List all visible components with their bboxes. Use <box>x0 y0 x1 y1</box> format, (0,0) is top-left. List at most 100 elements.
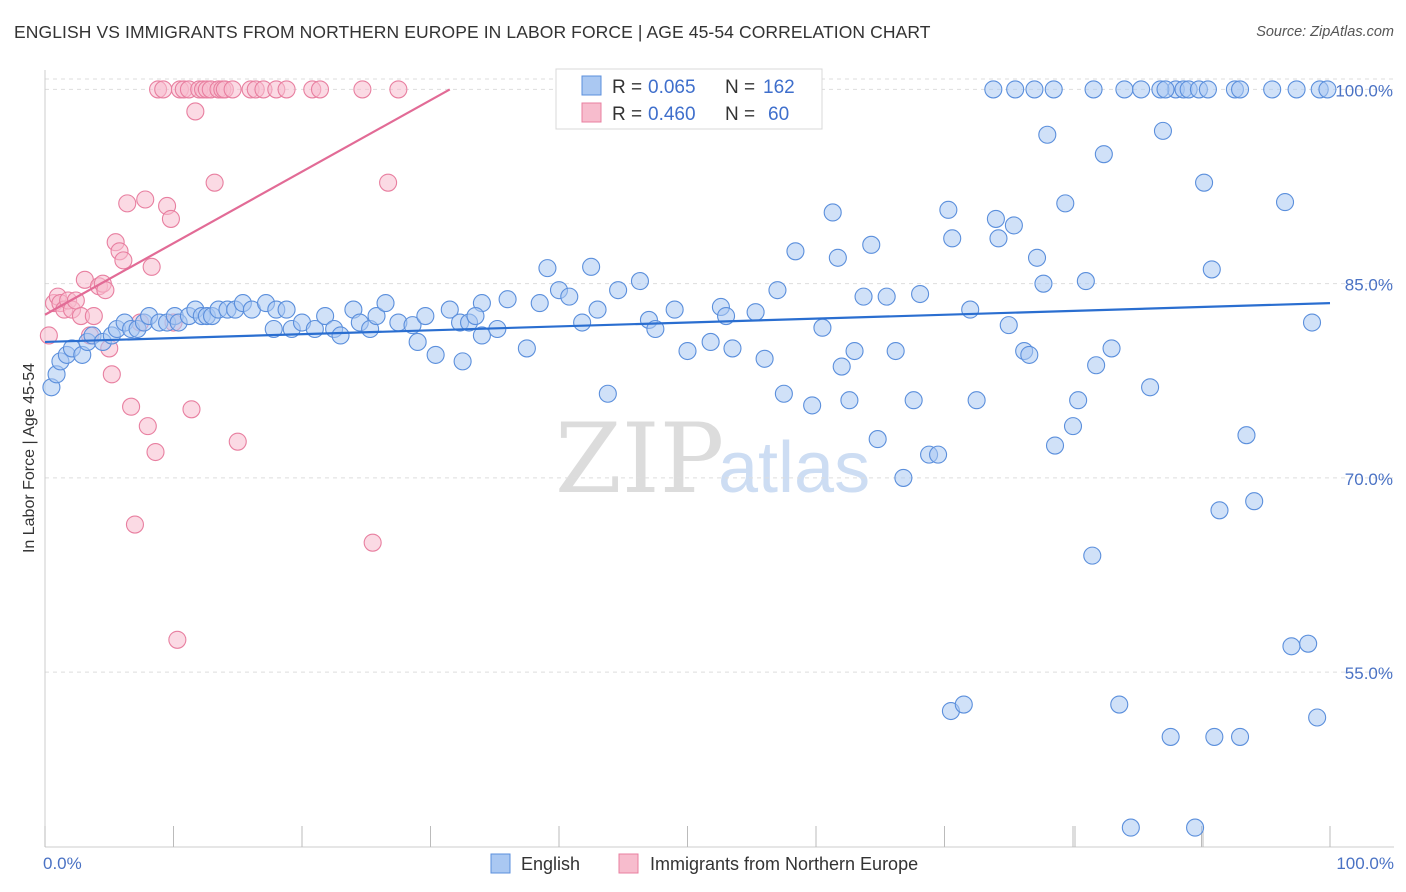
immig-point <box>154 80 173 99</box>
english-point <box>854 287 873 306</box>
english-point <box>1282 637 1301 656</box>
stats-n-label-english: N = <box>725 77 755 98</box>
english-point <box>1025 80 1044 99</box>
immig-point <box>136 190 155 209</box>
english-point <box>530 294 549 313</box>
y-ticks: 55.0% 70.0% 85.0% 100.0% <box>1335 81 1393 683</box>
english-point <box>426 345 445 364</box>
english-point <box>1237 426 1256 445</box>
x-ticks <box>44 826 1331 847</box>
trend-lines <box>44 88 1331 344</box>
watermark-zip: ZIP <box>555 403 724 515</box>
english-point <box>588 300 607 319</box>
english-point <box>1245 492 1264 511</box>
immig-point <box>310 80 330 99</box>
english-point <box>1044 80 1063 99</box>
immig-point <box>114 251 133 270</box>
english-point <box>954 695 973 714</box>
english-point <box>1275 193 1295 212</box>
english-point <box>828 248 847 267</box>
legend-swatch-immig <box>618 853 639 874</box>
english-point <box>1308 708 1327 727</box>
english-point <box>1121 818 1140 837</box>
bottom-legend: English Immigrants from Northern Europe <box>490 853 918 874</box>
english-point <box>1198 80 1217 99</box>
y-tick-label: 100.0% <box>1335 81 1393 100</box>
immig-point <box>389 80 408 99</box>
english-point <box>813 318 832 337</box>
immig-point <box>186 102 205 121</box>
y-tick-label: 85.0% <box>1345 276 1393 295</box>
english-point <box>1318 80 1337 99</box>
english-point <box>1302 313 1322 332</box>
english-point <box>877 287 896 306</box>
english-point <box>1094 145 1113 164</box>
immig-point <box>122 397 141 416</box>
english-point <box>538 259 557 278</box>
english-point <box>1110 695 1129 714</box>
english-point <box>678 341 697 361</box>
english-point <box>774 384 793 403</box>
stats-swatch-immig <box>581 102 602 123</box>
english-point <box>1063 417 1083 436</box>
english-point <box>929 445 948 464</box>
legend-item-english[interactable]: English <box>490 853 580 874</box>
english-point <box>1231 80 1250 99</box>
english-point <box>904 391 923 410</box>
immig-point <box>379 173 398 192</box>
english-point <box>967 391 986 410</box>
english-point <box>331 326 350 345</box>
english-point <box>1156 80 1175 99</box>
immig-point <box>146 442 165 462</box>
stats-n-value-immig: 60 <box>768 104 789 125</box>
immig-point <box>168 630 187 649</box>
english-point <box>403 316 422 335</box>
immig-point <box>353 80 372 99</box>
legend-swatch-english <box>490 853 511 874</box>
english-point <box>746 303 765 322</box>
english-point <box>786 242 805 261</box>
english-point <box>984 80 1003 99</box>
legend-label-immig: Immigrants from Northern Europe <box>650 854 918 874</box>
immig-point <box>102 365 121 384</box>
english-point <box>472 326 491 345</box>
english-point <box>376 294 395 313</box>
english-point <box>1202 260 1221 279</box>
english-point <box>862 235 881 254</box>
stats-n-label-immig: N = <box>725 104 755 125</box>
english-point <box>886 341 905 361</box>
legend-item-immig[interactable]: Immigrants from Northern Europe <box>618 853 918 874</box>
english-point <box>1141 378 1160 397</box>
english-point <box>894 468 913 487</box>
english-point <box>582 257 601 276</box>
immig-point <box>39 326 58 345</box>
english-point <box>845 341 864 361</box>
english-point <box>1006 80 1025 99</box>
english-point <box>630 272 650 291</box>
english-point <box>943 229 962 248</box>
immig-point <box>84 306 103 326</box>
english-point <box>832 357 851 376</box>
english-point <box>1210 501 1229 520</box>
english-point <box>1045 436 1065 455</box>
immig-point <box>363 533 382 552</box>
english-point <box>755 349 774 368</box>
immig-point <box>138 417 157 436</box>
english-point <box>440 300 459 319</box>
y-tick-label: 55.0% <box>1345 664 1393 683</box>
immig-point <box>118 194 137 213</box>
english-point <box>416 306 435 326</box>
x-tick-label-max: 100.0% <box>1336 854 1394 873</box>
english-point <box>453 352 472 371</box>
immig-point <box>277 80 296 99</box>
english-point <box>316 306 335 326</box>
english-point <box>466 306 485 326</box>
english-point <box>408 332 427 352</box>
y-tick-label: 70.0% <box>1345 470 1393 489</box>
english-point <box>840 391 859 410</box>
english-point <box>1038 125 1057 144</box>
english-point <box>1153 121 1172 140</box>
immig-point <box>205 173 224 192</box>
stats-swatch-english <box>581 75 602 96</box>
